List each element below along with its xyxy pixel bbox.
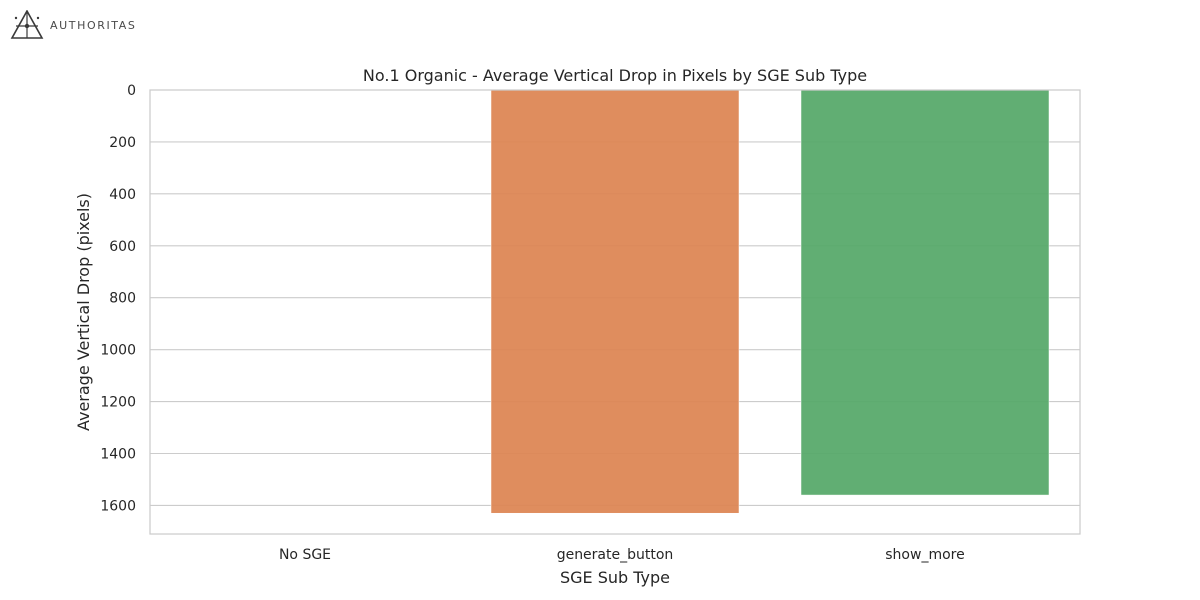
y-tick-label: 400 [109, 187, 136, 203]
x-tick-label: show_more [885, 547, 964, 563]
x-tick-labels: No SGE generate_button show_more [279, 547, 965, 563]
y-tick-label: 200 [109, 135, 136, 151]
bar-generate-button [490, 89, 740, 514]
y-tick-label: 1000 [100, 343, 136, 359]
x-axis-title: SGE Sub Type [560, 568, 670, 587]
bar-layer [490, 89, 1050, 514]
bar-show-more [800, 89, 1050, 496]
logo-text: AUTHORITAS [50, 18, 137, 32]
y-tick-labels: 0 200 400 600 800 1000 1200 1400 1600 [100, 83, 136, 514]
y-tick-label: 600 [109, 239, 136, 255]
plot-frame [149, 89, 1081, 535]
y-tick-label: 800 [109, 291, 136, 307]
chart-title: No.1 Organic - Average Vertical Drop in … [363, 66, 867, 85]
y-tick-label: 0 [127, 83, 136, 99]
y-tick-label: 1600 [100, 498, 136, 514]
authoritas-logo: AUTHORITAS [10, 9, 137, 41]
x-tick-label: No SGE [279, 547, 331, 563]
y-axis-title: Average Vertical Drop (pixels) [74, 193, 93, 431]
authoritas-compass-logo-icon [10, 10, 44, 39]
x-tick-label: generate_button [557, 547, 674, 563]
y-tick-label: 1200 [100, 395, 136, 411]
y-tick-label: 1400 [100, 447, 136, 463]
